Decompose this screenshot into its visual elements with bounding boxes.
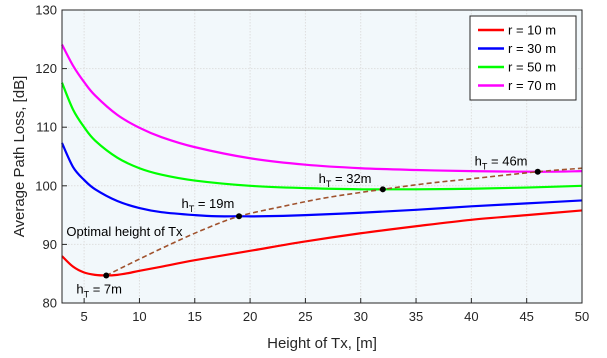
- series-line-4: [61, 44, 583, 173]
- optimal-point-1: [103, 272, 110, 279]
- legend-label-2: r = 30 m: [508, 41, 556, 56]
- x-tick-label: 5: [81, 309, 88, 324]
- legend-label-3: r = 50 m: [508, 60, 556, 75]
- series-line-2: [60, 142, 583, 218]
- legend-label-1: r = 10 m: [508, 23, 556, 38]
- x-tick-label: 35: [409, 309, 423, 324]
- x-tick-label: 20: [243, 309, 257, 324]
- label-sub: T: [482, 161, 488, 171]
- label-sub: T: [326, 179, 332, 189]
- label-main: h: [319, 171, 326, 186]
- legend: r = 10 m r = 30 m r = 50 m r = 70 m: [469, 15, 577, 101]
- optimal-point-label-1: hT = 7m: [76, 282, 122, 300]
- label-rest: = 32m: [331, 171, 371, 186]
- y-tick-label: 90: [43, 237, 57, 252]
- x-tick-label: 40: [464, 309, 478, 324]
- y-tick-label: 110: [36, 120, 57, 135]
- optimal-point-4: [534, 168, 541, 175]
- label-sub: T: [84, 290, 90, 300]
- series-line-3: [60, 82, 583, 191]
- optimal-height-annotation: Optimal height of Tx: [66, 224, 183, 239]
- label-rest: = 19m: [194, 196, 234, 211]
- label-main: h: [181, 196, 188, 211]
- label-main: h: [475, 153, 482, 168]
- y-tick-label: 130: [35, 3, 57, 18]
- x-tick-label: 10: [132, 309, 146, 324]
- optimal-point-2: [236, 213, 243, 220]
- x-tick-label: 15: [188, 309, 202, 324]
- series-layer: [60, 44, 583, 277]
- x-tick-label: 30: [353, 309, 367, 324]
- y-tick-label: 80: [43, 296, 57, 311]
- label-sub: T: [189, 204, 195, 214]
- label-rest: = 46m: [487, 153, 527, 168]
- plot-frame: [61, 9, 583, 304]
- optimal-point-3: [379, 186, 386, 193]
- optimal-point-label-3: hT = 32m: [319, 171, 372, 189]
- label-main: h: [76, 282, 83, 297]
- optimal-point-label-4: hT = 46m: [475, 153, 528, 171]
- x-axis-label: Height of Tx, [m]: [267, 335, 377, 352]
- y-axis-label: Average Path Loss, [dB]: [11, 76, 28, 238]
- series-line-1: [61, 209, 583, 277]
- axis-ticks: 5 10 15 20 25 30 35 40 45 50 80 90 100 110 120 130: [35, 3, 589, 325]
- x-tick-label: 50: [575, 309, 589, 324]
- y-tick-label: 100: [35, 178, 57, 193]
- optimal-point-label-2: hT = 19m: [181, 196, 234, 214]
- x-tick-label: 45: [519, 309, 533, 324]
- x-tick-label: 25: [298, 309, 312, 324]
- label-rest: = 7m: [89, 282, 122, 297]
- y-tick-label: 120: [35, 61, 57, 76]
- legend-label-4: r = 70 m: [508, 78, 556, 93]
